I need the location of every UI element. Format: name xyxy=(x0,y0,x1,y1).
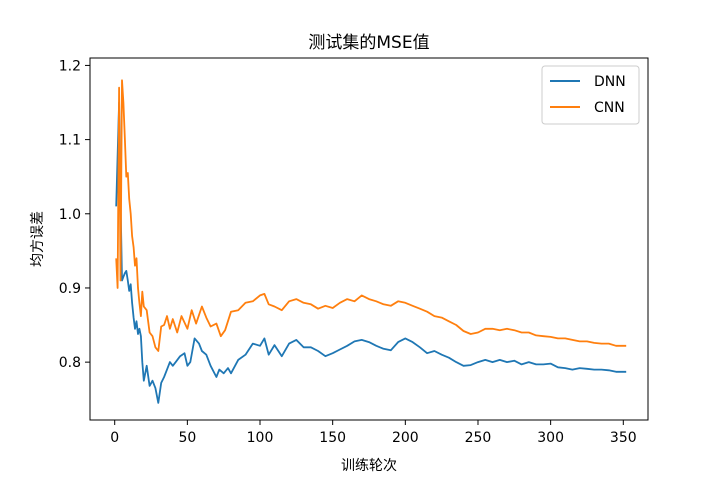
y-tick-label: 1.2 xyxy=(59,58,81,74)
x-axis: 0 50 100 150 200 250 300 350 xyxy=(110,420,637,446)
x-tick-label: 350 xyxy=(610,430,637,446)
legend-label-cnn: CNN xyxy=(594,100,625,116)
y-tick-label: 0.9 xyxy=(59,281,81,297)
legend-label-dnn: DNN xyxy=(594,74,626,90)
x-tick-label: 150 xyxy=(319,430,346,446)
series-line-cnn xyxy=(115,79,627,352)
legend: DNN CNN xyxy=(541,65,640,125)
x-tick-label: 300 xyxy=(537,430,564,446)
x-tick-label: 250 xyxy=(465,430,492,446)
plot-area xyxy=(115,79,627,404)
x-axis-label: 训练轮次 xyxy=(341,458,397,474)
x-tick-label: 100 xyxy=(247,430,274,446)
plot-frame xyxy=(89,57,649,421)
y-axis-label: 均方误差 xyxy=(30,211,46,267)
x-tick-label: 50 xyxy=(178,430,196,446)
series-line-dnn xyxy=(115,101,627,404)
x-tick-label: 0 xyxy=(110,430,119,446)
x-tick-label: 200 xyxy=(392,430,419,446)
y-tick-label: 1.0 xyxy=(59,207,81,223)
y-axis: 0.8 0.9 1.0 1.1 1.2 xyxy=(59,58,90,371)
y-tick-label: 1.1 xyxy=(59,133,81,149)
chart-title: 测试集的MSE值 xyxy=(308,33,429,53)
y-tick-label: 0.8 xyxy=(59,355,81,371)
